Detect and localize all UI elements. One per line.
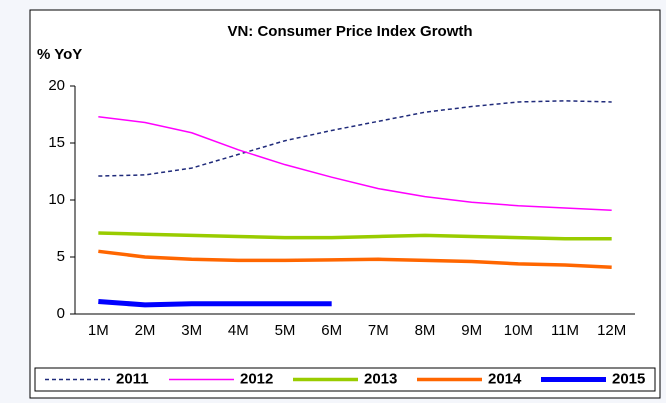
x-tick-label: 11M — [551, 322, 579, 339]
series-line — [98, 100, 612, 177]
x-tick-label: 9M — [461, 322, 482, 339]
series-line — [98, 231, 612, 241]
legend-label: 2012 — [240, 370, 273, 387]
y-tick-label: 20 — [48, 77, 65, 94]
legend-label: 2015 — [612, 370, 645, 387]
x-tick-label: 3M — [181, 322, 202, 339]
legend-label: 2013 — [364, 370, 397, 387]
x-tick-label: 6M — [321, 322, 342, 339]
y-tick-label: 5 — [57, 248, 65, 265]
series-line — [98, 249, 612, 270]
x-tick-label: 12M — [597, 322, 626, 339]
y-axis-label: % YoY — [37, 46, 82, 63]
legend-label: 2014 — [488, 370, 522, 387]
chart-title: VN: Consumer Price Index Growth — [227, 23, 472, 40]
series-line — [98, 116, 612, 212]
y-tick-label: 15 — [48, 134, 65, 151]
legend-label: 2011 — [116, 370, 149, 387]
x-tick-label: 1M — [88, 322, 109, 339]
x-tick-label: 2M — [135, 322, 156, 339]
x-tick-label: 8M — [415, 322, 436, 339]
y-tick-label: 10 — [48, 191, 65, 208]
x-tick-label: 7M — [368, 322, 389, 339]
y-tick-label: 0 — [57, 305, 65, 322]
legend-box — [34, 367, 656, 392]
series-line — [98, 298, 332, 308]
chart-frame — [29, 9, 661, 399]
x-tick-label: 4M — [228, 322, 249, 339]
x-tick-label: 10M — [504, 322, 533, 339]
x-tick-label: 5M — [275, 322, 296, 339]
